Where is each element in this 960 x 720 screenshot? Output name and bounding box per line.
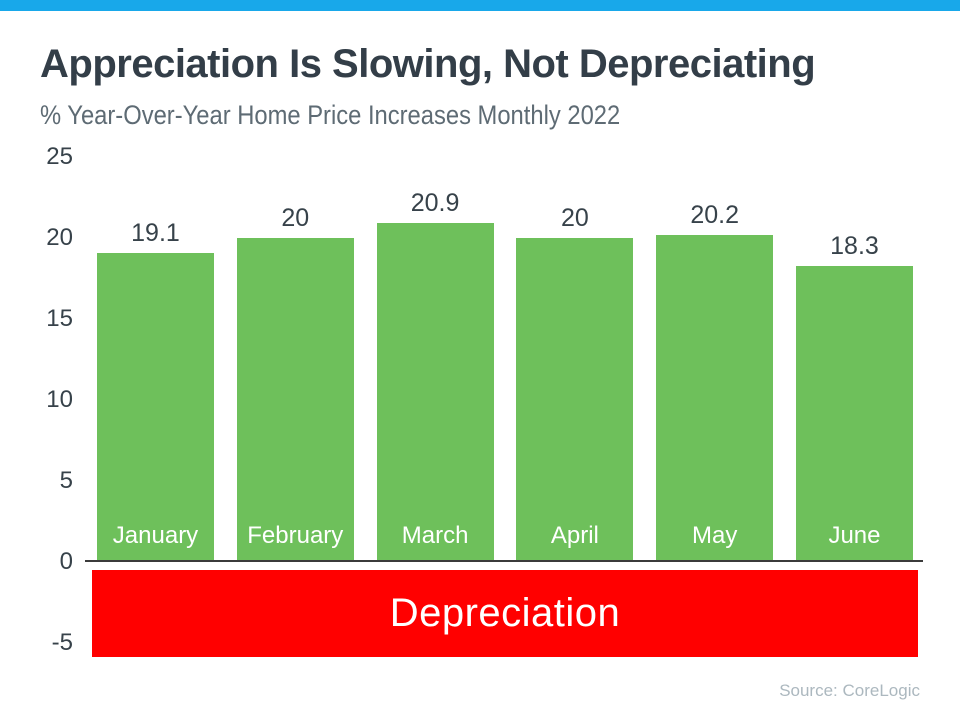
bar-category-label: April bbox=[550, 522, 599, 549]
bar-category-label: March bbox=[401, 522, 469, 549]
plot-area: 19.1 January 20 February 20.9 March 20 April 20.… bbox=[85, 157, 923, 562]
y-axis: 25 20 15 10 5 0 -5 bbox=[0, 143, 73, 677]
bar-value-label: 18.3 bbox=[830, 231, 879, 260]
y-tick-label: 0 bbox=[59, 548, 73, 575]
y-tick-label: 15 bbox=[46, 305, 73, 332]
bar-category-label: June bbox=[828, 522, 881, 549]
bar-value-label: 20 bbox=[281, 204, 310, 232]
chart-subtitle: % Year-Over-Year Home Price Increases Mo… bbox=[40, 100, 621, 130]
bar-value-label: 20.2 bbox=[690, 200, 740, 229]
bar-column-february: 20 February bbox=[236, 157, 354, 562]
depreciation-label: Depreciation bbox=[389, 591, 621, 635]
bar: February bbox=[236, 238, 354, 562]
y-tick-label: 25 bbox=[46, 143, 73, 170]
bar: January bbox=[97, 252, 214, 562]
bar-value-label: 20 bbox=[560, 204, 589, 232]
top-accent-bar bbox=[0, 0, 960, 11]
bar-category-label: February bbox=[247, 522, 344, 549]
bar-value-label: 20.9 bbox=[410, 189, 460, 218]
chart-title: Appreciation Is Slowing, Not Depreciatin… bbox=[40, 42, 816, 86]
y-tick-label: -5 bbox=[51, 629, 73, 656]
y-tick-label: 20 bbox=[46, 224, 73, 251]
bar-value-label: 19.1 bbox=[131, 218, 180, 247]
bar-column-may: 20.2 May bbox=[656, 157, 774, 562]
bar-category-label: January bbox=[112, 522, 199, 549]
y-tick-label: 5 bbox=[59, 467, 73, 494]
bar: April bbox=[516, 238, 634, 562]
bar: March bbox=[376, 223, 494, 562]
x-axis-line bbox=[85, 560, 923, 562]
bar-column-april: 20 April bbox=[516, 157, 634, 562]
bar-column-january: 19.1 January bbox=[97, 157, 214, 562]
bar-category-label: May bbox=[692, 522, 738, 549]
source-attribution: Source: CoreLogic bbox=[779, 681, 920, 700]
bar-column-march: 20.9 March bbox=[376, 157, 494, 562]
y-tick-label: 10 bbox=[46, 386, 73, 413]
depreciation-band: Depreciation bbox=[92, 570, 918, 657]
bar: June bbox=[795, 265, 913, 562]
bar-column-june: 18.3 June bbox=[795, 157, 913, 562]
bar: May bbox=[656, 234, 774, 562]
